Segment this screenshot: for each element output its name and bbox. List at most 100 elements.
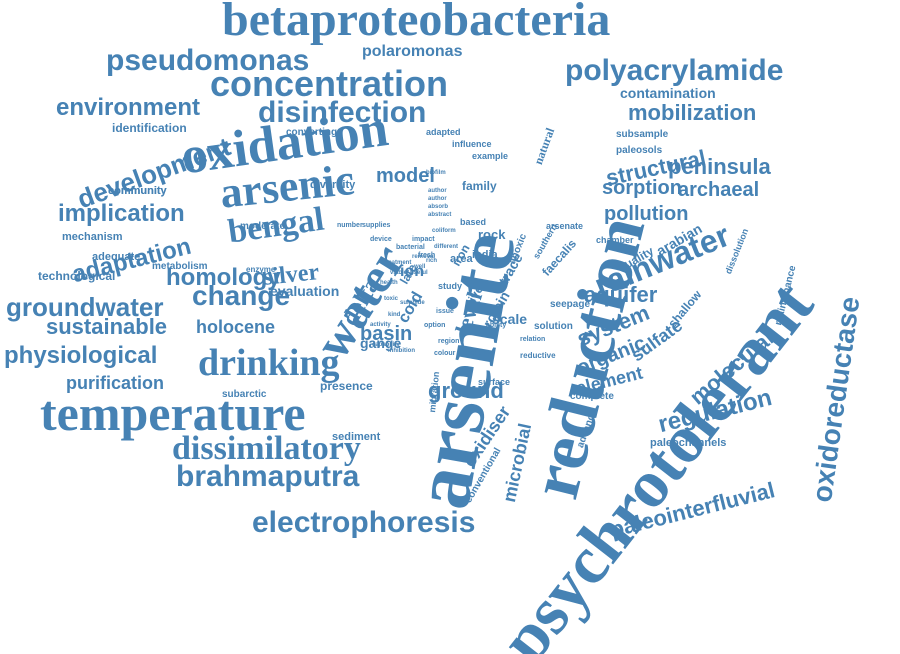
- word-15: subsample: [616, 129, 669, 140]
- word-2: polaromonas: [362, 43, 463, 60]
- word-140: well: [414, 264, 426, 270]
- word-139: useful: [410, 270, 428, 276]
- word-88: purification: [66, 373, 164, 393]
- word-35: moderate: [240, 221, 286, 232]
- word-120: region: [438, 338, 460, 345]
- word-107: electrophoresis: [252, 506, 476, 539]
- word-62: study: [438, 281, 463, 291]
- word-58: change: [192, 280, 291, 311]
- word-55: area: [450, 253, 473, 265]
- word-30: number: [337, 222, 363, 229]
- word-21: community: [108, 185, 167, 197]
- word-128: coliform: [432, 228, 456, 234]
- word-47: homology: [166, 264, 281, 291]
- word-127: capability: [372, 342, 400, 348]
- word-41: adequate: [92, 251, 141, 263]
- word-42: metabolism: [152, 261, 208, 272]
- word-25: sorption: [602, 177, 682, 199]
- word-26: archaeal: [678, 179, 760, 201]
- word-7: contamination: [620, 85, 716, 101]
- word-1: pseudomonas: [106, 44, 310, 77]
- word-115: filtration: [458, 350, 486, 357]
- word-123: absorb: [428, 204, 449, 210]
- word-89: presence: [320, 379, 373, 393]
- word-137: kind: [388, 312, 401, 318]
- word-134: toxic: [384, 296, 399, 302]
- word-75: scale: [492, 311, 528, 327]
- word-74: basin: [360, 323, 413, 345]
- word-116: colour: [434, 350, 456, 357]
- word-124: abstract: [428, 212, 452, 218]
- word-79: gange: [360, 335, 402, 351]
- word-129: different: [434, 244, 458, 250]
- word-121: biofilm: [426, 170, 446, 176]
- word-136: health: [380, 280, 398, 286]
- word-17: paleosols: [616, 145, 663, 156]
- word-119: option: [424, 322, 446, 329]
- word-92: community: [108, 185, 167, 197]
- word-135: viable: [390, 270, 408, 276]
- word-6: disinfection: [258, 96, 427, 129]
- word-118: issue: [436, 308, 454, 315]
- word-102: dissimilatory: [172, 430, 361, 467]
- word-29: pollution: [604, 203, 689, 225]
- word-112: fresh: [418, 252, 436, 259]
- word-113: bacterial: [396, 244, 425, 251]
- word-16: influence: [452, 139, 492, 149]
- word-72: sustainable: [46, 314, 168, 339]
- word-133: sulphide: [400, 300, 425, 306]
- word-122: author: [428, 196, 447, 202]
- word-32: device: [370, 236, 392, 243]
- word-34: mechanism: [62, 231, 123, 243]
- word-4: polyacrylamide: [565, 54, 784, 87]
- word-45: arsenate: [546, 221, 584, 231]
- word-9: identification: [112, 121, 187, 135]
- word-24: family: [462, 179, 497, 193]
- word-53: india: [472, 249, 498, 261]
- word-131: removal: [412, 254, 436, 260]
- word-43: rock: [478, 227, 506, 242]
- word-125: activity: [370, 322, 391, 328]
- word-51: enzyme: [246, 265, 276, 274]
- word-117: ability: [486, 322, 507, 329]
- word-84: reductive: [520, 351, 556, 360]
- word-28: implication: [58, 200, 185, 227]
- word-13: natural: [531, 125, 558, 167]
- word-94: temperature: [40, 385, 306, 441]
- word-78: physiological: [4, 342, 158, 369]
- word-76: solution: [534, 321, 573, 332]
- word-86: surface: [478, 377, 511, 387]
- word-18: example: [472, 151, 509, 161]
- word-141: relation: [520, 336, 546, 343]
- word-5: environment: [56, 94, 201, 121]
- word-73: holocene: [196, 317, 276, 337]
- word-101: paleochannels: [650, 437, 727, 449]
- word-114: impact: [412, 236, 435, 243]
- word-31: supplies: [362, 222, 391, 229]
- word-40: chamber: [596, 235, 634, 245]
- word-105: brahmaputra: [176, 460, 360, 493]
- word-3: concentration: [210, 63, 449, 104]
- word-33: based: [460, 217, 487, 227]
- word-90: ground: [428, 378, 504, 403]
- word-71: seepage: [550, 299, 591, 310]
- word-0: betaproteobacteria: [222, 0, 611, 46]
- word-59: evaluation: [270, 283, 340, 299]
- word-111: cold: [395, 289, 427, 326]
- word-83: drinking: [198, 342, 340, 384]
- word-126: author: [428, 188, 447, 194]
- word-10: converting: [286, 127, 338, 138]
- word-95: subarctic: [222, 389, 267, 400]
- word-93: complete: [570, 391, 614, 402]
- word-22: diversity: [310, 179, 356, 191]
- word-138: treatment: [384, 260, 412, 266]
- word-23: model: [376, 165, 435, 187]
- word-64: groundwater: [6, 292, 164, 322]
- word-61: ion: [400, 263, 424, 280]
- word-14: adapted: [426, 127, 461, 137]
- word-20: peninsula: [668, 154, 771, 179]
- word-8: mobilization: [628, 100, 757, 125]
- word-46: technological: [38, 269, 116, 283]
- word-130: inhibition: [388, 348, 415, 354]
